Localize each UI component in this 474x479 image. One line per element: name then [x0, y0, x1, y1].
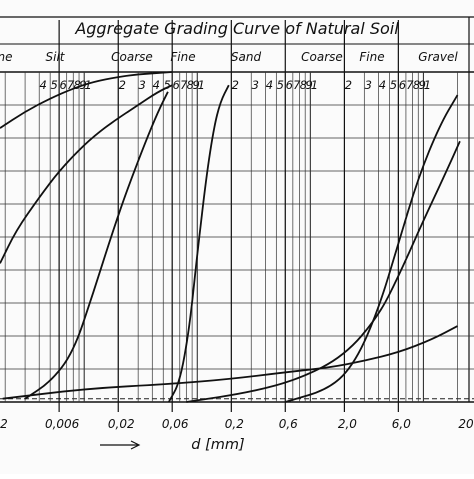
- top-tick-label: 5: [390, 78, 397, 92]
- bottom-tick-label: 2,0: [338, 417, 357, 431]
- chart-frame: [0, 16, 474, 403]
- top-tick-label: 8: [74, 78, 81, 92]
- top-tick-label: 3: [138, 78, 145, 92]
- top-tick-label: 7: [293, 78, 301, 92]
- top-tick-label: 8: [300, 78, 307, 92]
- top-tick-label: 8: [187, 78, 194, 92]
- top-tick-label: 1: [311, 78, 318, 92]
- grading-curve-3: [24, 91, 169, 400]
- top-tick-label: 7: [180, 78, 188, 92]
- chart-grid: [0, 20, 474, 412]
- grading-curve-2: [0, 84, 173, 264]
- class-label: ne: [0, 50, 13, 64]
- x-axis-label: d [mm]: [191, 437, 244, 453]
- top-tick-label: 4: [379, 78, 386, 92]
- class-label: Sand: [231, 50, 262, 64]
- top-tick-label: 9: [192, 78, 199, 92]
- top-tick-label: 3: [252, 78, 259, 92]
- grading-curve-6: [186, 140, 461, 403]
- top-tick-label: 7: [406, 78, 414, 92]
- class-label: Silt: [46, 50, 66, 64]
- grading-curve-1: [0, 71, 173, 129]
- bottom-tick-label: 2: [0, 417, 8, 431]
- bottom-tick-label: 0,6: [279, 417, 298, 431]
- top-tick-label: 6: [286, 78, 293, 92]
- top-tick-label: 2: [119, 78, 126, 92]
- top-tick-label: 9: [306, 78, 313, 92]
- bottom-tick-label: 0,02: [108, 417, 135, 431]
- top-tick-label: 6: [173, 78, 180, 92]
- bottom-tick-label: 0,06: [162, 417, 189, 431]
- top-tick-label: 1: [198, 78, 205, 92]
- top-tick-label: 9: [79, 78, 86, 92]
- top-tick-label: 3: [365, 78, 372, 92]
- top-tick-label: 7: [67, 78, 75, 92]
- top-tick-label: 8: [413, 78, 420, 92]
- top-tick-label: 4: [153, 78, 160, 92]
- class-label: Fine: [170, 50, 195, 64]
- class-label: Coarse: [301, 50, 343, 64]
- x-axis-arrow-head: [130, 440, 141, 450]
- class-label: Coarse: [111, 50, 153, 64]
- top-tick-label: 5: [51, 78, 58, 92]
- grading-curve-4: [168, 84, 230, 403]
- grading-curve-7: [285, 94, 459, 403]
- top-tick-label: 5: [164, 78, 171, 92]
- bottom-tick-label: 0,2: [225, 417, 244, 431]
- class-label: Gravel: [418, 50, 458, 64]
- grading-curves: [0, 71, 461, 403]
- top-tick-label: 5: [277, 78, 284, 92]
- top-tick-label: 2: [345, 78, 352, 92]
- top-tick-label: 9: [419, 78, 426, 92]
- bottom-tick-label: 20: [458, 417, 474, 431]
- top-tick-label: 2: [232, 78, 239, 92]
- bottom-tick-label: 0,006: [45, 417, 80, 431]
- chart-labels: Aggregate Grading Curve of Natural Soil n…: [0, 19, 474, 453]
- chart-title: Aggregate Grading Curve of Natural Soil: [74, 19, 399, 38]
- top-tick-label: 4: [266, 78, 273, 92]
- top-tick-label: 6: [399, 78, 406, 92]
- top-tick-label: 6: [59, 78, 66, 92]
- top-tick-label: 1: [424, 78, 431, 92]
- top-tick-label: 4: [40, 78, 47, 92]
- grading-curve-5: [2, 325, 458, 400]
- top-tick-label: 1: [85, 78, 92, 92]
- bottom-tick-label: 6,0: [392, 417, 411, 431]
- class-label: Fine: [359, 50, 384, 64]
